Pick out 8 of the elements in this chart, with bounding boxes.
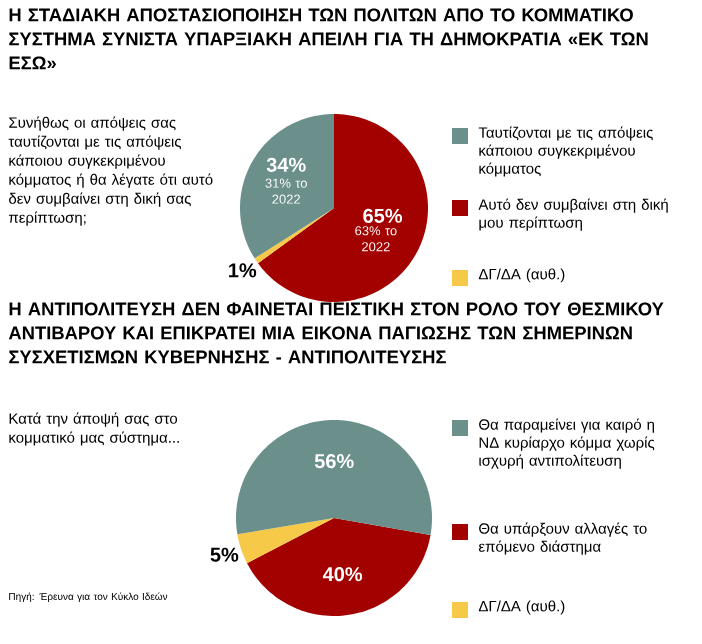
chart-title: Η ΑΝΤΙΠΟΛΙΤΕΥΣΗ ΔΕΝ ΦΑΙΝΕΤΑΙ ΠΕΙΣΤΙΚΗ ΣΤΟΝ ΡΟΛΟ ΤΟΥ ΘΕΣΜΙΚΟΥ ΑΝΤΙΒΑΡΟΥ ΚΑΙ ΕΠΙΚΡΑΤΕΙ ΜΙΑ ΕΙΚΟΝΑ ΠΑΓΙΩΣΗΣ ΤΩΝ ΣΗΜΕΡΙΝΩΝ ΣΥΣΧΕΤΙΣΜΩΝ ΚΥΒΕΡΝΗΣΗΣ - ΑΝΤΙΠΟΛΙΤΕΥΣΗΣ <box>8 302 664 364</box>
chart-title: Η ΣΤΑΔΙΑΚΗ ΑΠΟΣΤΑΣΙΟΠΟΙΗΣΗ ΤΩΝ ΠΟΛΙΤΩΝ ΑΠΟ ΤΟ ΚΟΜΜΑΤΙΚΟ ΣΥΣΤΗΜΑ ΣΥΝΙΣΤΑ ΥΠΑΡΞΙΑΚΗ ΑΠΕΙΛΗ ΓΙΑ ΤΗ ΔΗΜΟΚΡΑΤΙΑ «ΕΚ ΤΩΝ ΕΣΩ» <box>9 8 648 70</box>
data-label: 1% <box>229 263 257 278</box>
data-label: 56% <box>314 454 354 469</box>
data-label: 34% <box>266 157 306 172</box>
data-label: 65% <box>363 208 403 223</box>
data-label: 5% <box>210 547 239 562</box>
data-label: 40% <box>322 567 363 582</box>
